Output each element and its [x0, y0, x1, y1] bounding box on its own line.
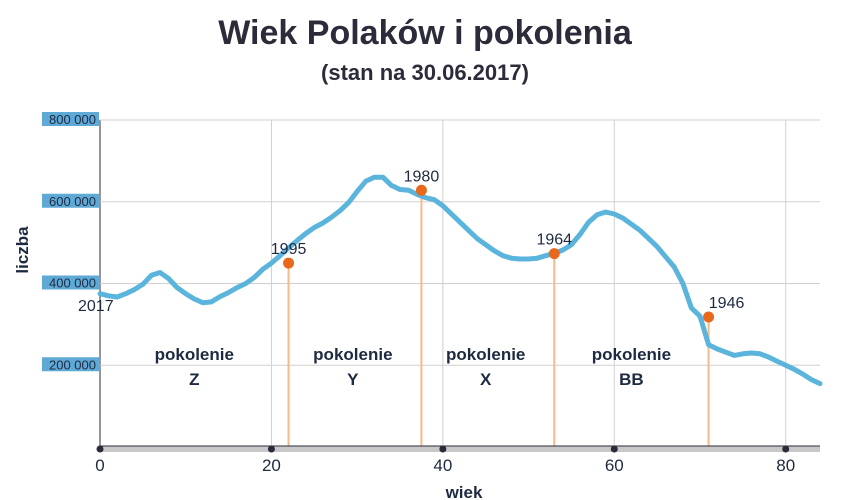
y-tick-background: [42, 193, 99, 208]
y-tick-label: 400 000: [49, 276, 96, 291]
grid-lines: [99, 119, 820, 447]
x-axis-bar: [100, 446, 820, 452]
generation-label-line1: pokolenie: [313, 345, 392, 364]
marker-year-label: 1964: [536, 232, 572, 249]
generation-label-line1: pokolenie: [155, 345, 234, 364]
marker-year-label: 1995: [271, 241, 307, 258]
x-axis: 0 20 40 60 80: [95, 445, 820, 475]
x-tick-label: 80: [776, 456, 795, 475]
generation-markers: 1995 1980 1964 1946: [271, 168, 745, 323]
chart-title: Wiek Polaków i pokolenia: [218, 14, 632, 52]
x-tick-dot: [267, 445, 275, 453]
y-tick-label: 200 000: [49, 357, 96, 372]
generation-marker-point: [283, 257, 295, 269]
marker-year-label: 1946: [709, 295, 745, 312]
x-axis-label: wiek: [445, 483, 483, 500]
population-line: [97, 174, 823, 387]
generation-label-name: Z: [189, 370, 199, 389]
generation-label-line1: pokolenie: [446, 345, 525, 364]
generation-marker-point: [548, 248, 560, 260]
generation-marker-point: [703, 311, 715, 323]
chart-subtitle: (stan na 30.06.2017): [321, 60, 529, 85]
y-axis-label: liczba: [13, 226, 32, 274]
x-tick-dot: [782, 445, 790, 453]
start-year-label: 2017: [78, 298, 114, 315]
generation-label-name: Y: [347, 370, 359, 389]
generation-label-line1: pokolenie: [592, 345, 671, 364]
y-axis-ticks: 200 000 400 000 600 000 800 000: [42, 112, 99, 372]
x-tick-dot: [96, 445, 104, 453]
y-tick-background: [42, 357, 99, 372]
y-tick-label: 800 000: [49, 112, 96, 127]
marker-drop-lines: [287, 190, 710, 447]
x-tick-label: 20: [262, 456, 281, 475]
marker-year-label: 1980: [404, 168, 440, 185]
x-tick-label: 40: [433, 456, 452, 475]
y-tick-background: [42, 275, 99, 290]
x-tick-dot: [439, 445, 447, 453]
generation-label-name: X: [480, 370, 492, 389]
generation-label-name: BB: [619, 370, 644, 389]
y-tick-label: 600 000: [49, 194, 96, 209]
x-tick-label: 0: [95, 456, 104, 475]
generation-marker-point: [415, 184, 427, 196]
y-tick-background: [42, 112, 99, 126]
x-tick-label: 60: [605, 456, 624, 475]
x-tick-dot: [610, 445, 618, 453]
